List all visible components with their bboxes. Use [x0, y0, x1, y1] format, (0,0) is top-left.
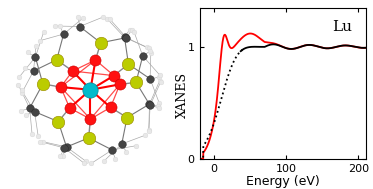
Text: XANES: XANES — [176, 71, 189, 118]
Text: Lu: Lu — [332, 20, 352, 34]
X-axis label: Energy (eV): Energy (eV) — [246, 175, 319, 188]
